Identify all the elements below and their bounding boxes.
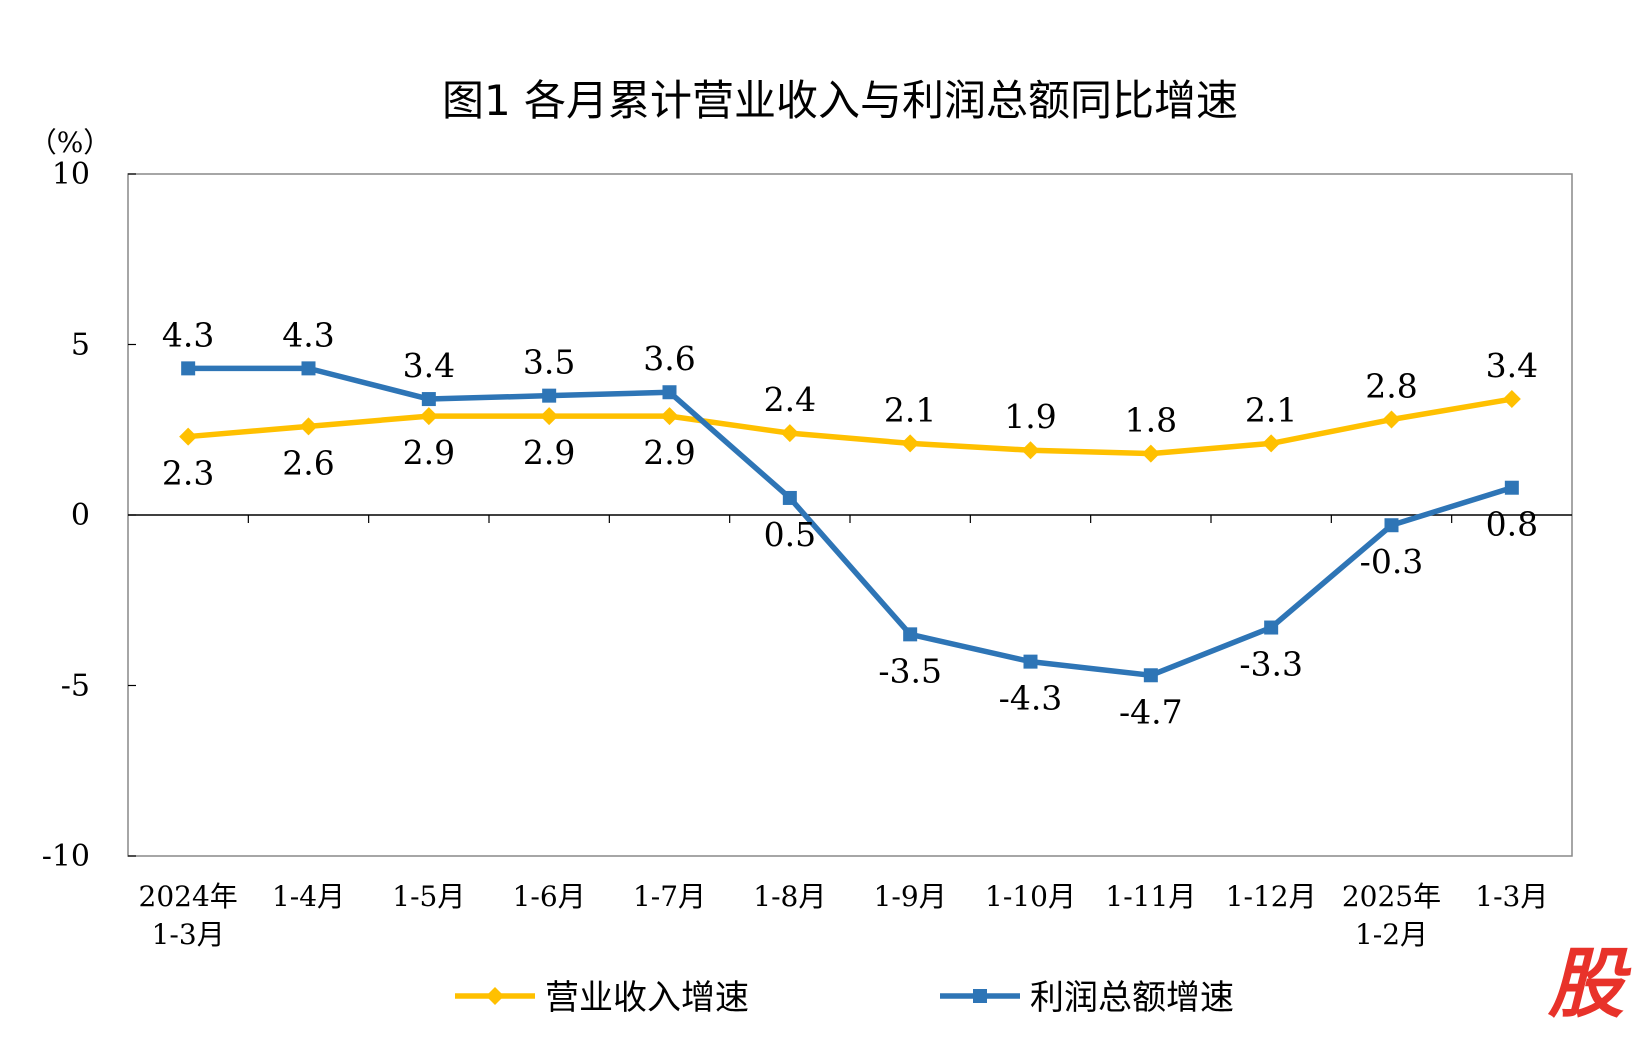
profit-point <box>1023 654 1038 669</box>
profit-point <box>782 490 797 505</box>
profit-data-label: 0.8 <box>1486 505 1538 544</box>
profit-point <box>421 392 436 407</box>
stock-logo: 股 <box>1540 939 1632 1028</box>
x-tick-label: 1-10月 <box>985 880 1076 913</box>
revenue-point <box>1141 444 1160 463</box>
series-line-profit <box>188 365 1513 679</box>
revenue-point <box>1262 434 1281 453</box>
series-layer <box>179 361 1521 683</box>
legend-marker <box>973 989 987 1003</box>
revenue-data-label: 2.3 <box>162 454 214 493</box>
revenue-data-label: 3.4 <box>1486 346 1538 385</box>
x-tick-label: 1-11月 <box>1105 880 1196 913</box>
stock-logo-text: 股 <box>1547 939 1632 1028</box>
revenue-point <box>1021 441 1040 460</box>
revenue-data-label: 2.9 <box>643 433 695 472</box>
x-tick-label: 1-3月 <box>152 918 225 951</box>
profit-data-label: -4.3 <box>999 679 1063 718</box>
x-tick-label: 1-5月 <box>392 880 465 913</box>
legend-label: 营业收入增速 <box>545 978 749 1018</box>
revenue-data-label: 2.4 <box>764 380 816 419</box>
revenue-data-label: 1.8 <box>1125 401 1177 440</box>
revenue-point <box>1382 410 1401 429</box>
legend: 营业收入增速 利润总额增速 <box>455 978 1234 1018</box>
legend-label: 利润总额增速 <box>1030 978 1234 1018</box>
x-tick-label: 1-3月 <box>1475 880 1548 913</box>
profit-point <box>662 385 677 400</box>
revenue-point <box>179 427 198 446</box>
profit-data-label: -4.7 <box>1119 692 1183 731</box>
revenue-point <box>901 434 920 453</box>
profit-point <box>1384 518 1399 533</box>
y-tick-label: -5 <box>61 669 90 704</box>
legend-marker <box>486 987 504 1005</box>
revenue-point <box>780 424 799 443</box>
revenue-point <box>419 407 438 426</box>
revenue-data-label: 2.9 <box>403 433 455 472</box>
revenue-data-label: 2.6 <box>282 443 334 482</box>
profit-data-label: 4.3 <box>282 315 334 354</box>
series-line-revenue <box>187 396 1513 457</box>
profit-point <box>1143 668 1158 683</box>
profit-data-label: 3.6 <box>643 339 695 378</box>
y-axis: 10 5 0 -5 -10 <box>42 157 136 874</box>
x-tick-label: 1-2月 <box>1355 918 1428 951</box>
y-tick-label: 10 <box>52 157 90 192</box>
profit-point <box>181 361 196 376</box>
profit-data-label: 3.4 <box>403 346 455 385</box>
revenue-data-label: 2.1 <box>884 390 936 429</box>
profit-data-label: 4.3 <box>162 315 214 354</box>
profit-data-label: 3.5 <box>523 343 575 382</box>
x-tick-label: 1-6月 <box>513 880 586 913</box>
profit-data-label: -3.3 <box>1239 645 1303 684</box>
profit-point <box>1264 620 1279 635</box>
x-tick-label: 1-8月 <box>753 880 826 913</box>
y-tick-label: -10 <box>42 839 90 874</box>
x-tick-label: 1-12月 <box>1226 880 1317 913</box>
y-tick-label: 0 <box>71 498 90 533</box>
revenue-data-label: 2.8 <box>1365 367 1417 406</box>
y-tick-label: 5 <box>71 328 90 363</box>
x-tick-label: 1-4月 <box>272 880 345 913</box>
revenue-data-label: 1.9 <box>1004 397 1056 436</box>
x-tick-label: 2024年 <box>139 880 238 913</box>
revenue-point <box>299 417 318 436</box>
profit-point <box>903 627 918 642</box>
profit-point <box>542 388 557 403</box>
x-tick-label: 1-7月 <box>633 880 706 913</box>
revenue-data-label: 2.1 <box>1245 390 1297 429</box>
revenue-point <box>1502 390 1521 409</box>
profit-data-label: -0.3 <box>1360 542 1424 581</box>
x-axis: 2024年 1-3月 1-4月 1-5月 1-6月 1-7月 1-8月 1-9月 1-10月 1-… <box>128 514 1572 951</box>
revenue-data-label: 2.9 <box>523 433 575 472</box>
x-tick-label: 1-9月 <box>874 880 947 913</box>
profit-point <box>1504 480 1519 495</box>
profit-data-label: -3.5 <box>878 651 942 690</box>
chart-title: 图1 各月累计营业收入与利润总额同比增速 <box>442 76 1238 125</box>
y-unit-label: （%） <box>29 126 112 159</box>
profit-point <box>301 361 316 376</box>
revenue-point <box>660 407 679 426</box>
profit-data-label: 0.5 <box>764 515 816 554</box>
revenue-point <box>540 407 559 426</box>
x-tick-label: 2025年 <box>1342 880 1441 913</box>
data-labels: 2.3 2.6 2.9 2.9 2.9 2.4 2.1 1.9 1.8 2.1 2.8 3.4 4.3 4… <box>162 315 1538 731</box>
